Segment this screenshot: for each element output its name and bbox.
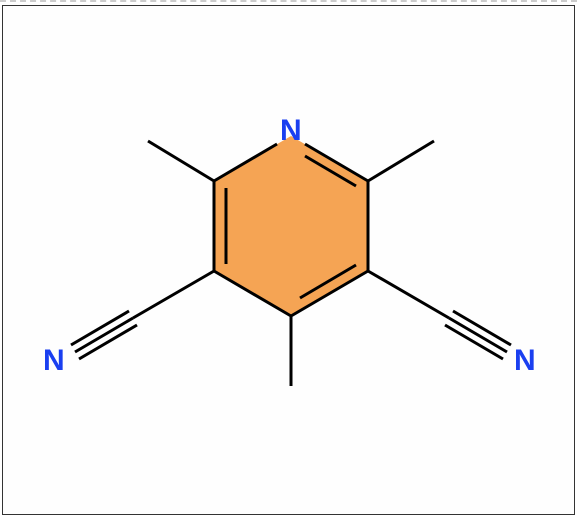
bond-methyl <box>368 141 434 181</box>
molecule-svg <box>3 6 576 516</box>
bond-nitrile-triple <box>445 325 503 359</box>
bond-nitrile-triple <box>453 311 511 345</box>
bond-nitrile-triple <box>449 318 507 352</box>
bond-nitrile-triple <box>79 325 137 359</box>
nitrogen-label-left: N <box>43 344 65 378</box>
bond-nitrile-single <box>368 271 449 318</box>
bond-nitrile-triple <box>71 311 129 345</box>
nitrogen-label-right: N <box>514 344 536 378</box>
ring-fill <box>214 136 368 316</box>
nitrogen-label-ring: N <box>280 114 302 148</box>
bond-nitrile-triple <box>75 318 133 352</box>
bond-methyl <box>148 141 214 181</box>
bond-nitrile-single <box>133 271 214 318</box>
structure-canvas: N N N <box>2 5 575 515</box>
dashed-top-border <box>0 0 577 3</box>
